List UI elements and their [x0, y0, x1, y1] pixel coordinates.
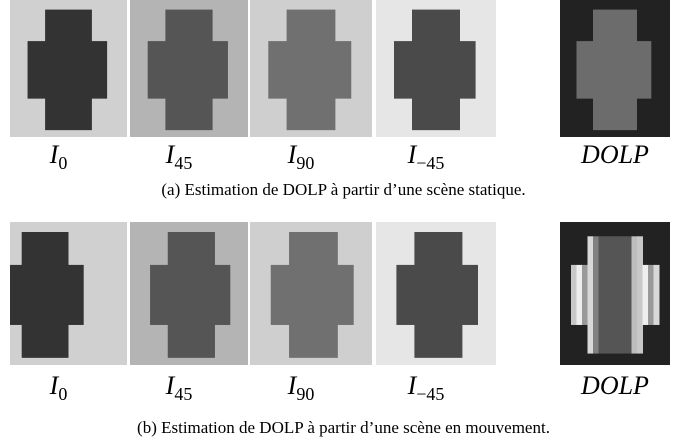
- image-label: I45: [119, 371, 239, 409]
- shape-part: [148, 41, 228, 99]
- stripe: [648, 265, 654, 325]
- shape-part: [168, 232, 215, 266]
- shape-part: [150, 265, 230, 325]
- mask: [0, 222, 10, 365]
- caption: (a) Estimation de DOLP à partir d’une sc…: [0, 180, 687, 200]
- figure: I0I45I90I−45DOLP(a) Estimation de DOLP à…: [0, 0, 687, 447]
- shape-part: [168, 324, 215, 358]
- label-base: I: [408, 371, 417, 400]
- shape-part: [289, 324, 338, 358]
- image-label: I90: [241, 371, 361, 409]
- label-base: DOLP: [581, 140, 649, 169]
- shape-part: [4, 265, 84, 325]
- stripe: [615, 236, 621, 353]
- shape-part: [396, 265, 478, 325]
- shape-part: [414, 232, 462, 266]
- image-label: I45: [119, 140, 239, 178]
- stripe: [643, 265, 649, 325]
- label-subscript: 90: [296, 153, 314, 173]
- shape-part: [45, 10, 92, 43]
- image-label: I0: [0, 371, 119, 409]
- label-subscript: 0: [58, 384, 67, 404]
- shape-part: [593, 10, 637, 43]
- label-subscript: 0: [58, 153, 67, 173]
- shape-part: [287, 10, 336, 43]
- shape-part: [22, 232, 69, 266]
- image-label: DOLP: [555, 371, 675, 401]
- stripe: [604, 236, 610, 353]
- stripe: [593, 236, 599, 353]
- stripe: [571, 265, 577, 325]
- stripe: [654, 265, 660, 325]
- stripe: [637, 236, 643, 353]
- stripe: [577, 265, 583, 325]
- stripe: [599, 236, 605, 353]
- shape-part: [287, 97, 336, 130]
- label-subscript: 90: [296, 384, 314, 404]
- shape-part: [271, 265, 354, 325]
- label-subscript: 45: [174, 384, 192, 404]
- image-label: DOLP: [555, 140, 675, 170]
- image-label: I0: [0, 140, 119, 178]
- stripe: [582, 265, 588, 325]
- shape-part: [165, 10, 212, 43]
- label-subscript: −45: [416, 384, 444, 404]
- shape-part: [22, 324, 69, 358]
- shape-part: [593, 97, 637, 130]
- shape-part: [412, 97, 460, 130]
- shape-part: [289, 232, 338, 266]
- caption: (b) Estimation de DOLP à partir d’une sc…: [0, 418, 687, 438]
- shape-part: [268, 41, 351, 99]
- image-label: I−45: [366, 140, 486, 178]
- stripe: [610, 236, 616, 353]
- shape-part: [394, 41, 476, 99]
- stripe: [621, 236, 627, 353]
- label-subscript: 45: [174, 153, 192, 173]
- stripe: [588, 236, 594, 353]
- stripe: [632, 236, 638, 353]
- image-label: I−45: [366, 371, 486, 409]
- image-label: I90: [241, 140, 361, 178]
- shape-part: [414, 324, 462, 358]
- label-base: I: [408, 140, 417, 169]
- label-subscript: −45: [416, 153, 444, 173]
- label-base: DOLP: [581, 371, 649, 400]
- shape-part: [165, 97, 212, 130]
- stripe: [626, 236, 632, 353]
- shape-part: [45, 97, 92, 130]
- shape-part: [577, 41, 652, 99]
- shape-part: [28, 41, 108, 99]
- shape-part: [412, 10, 460, 43]
